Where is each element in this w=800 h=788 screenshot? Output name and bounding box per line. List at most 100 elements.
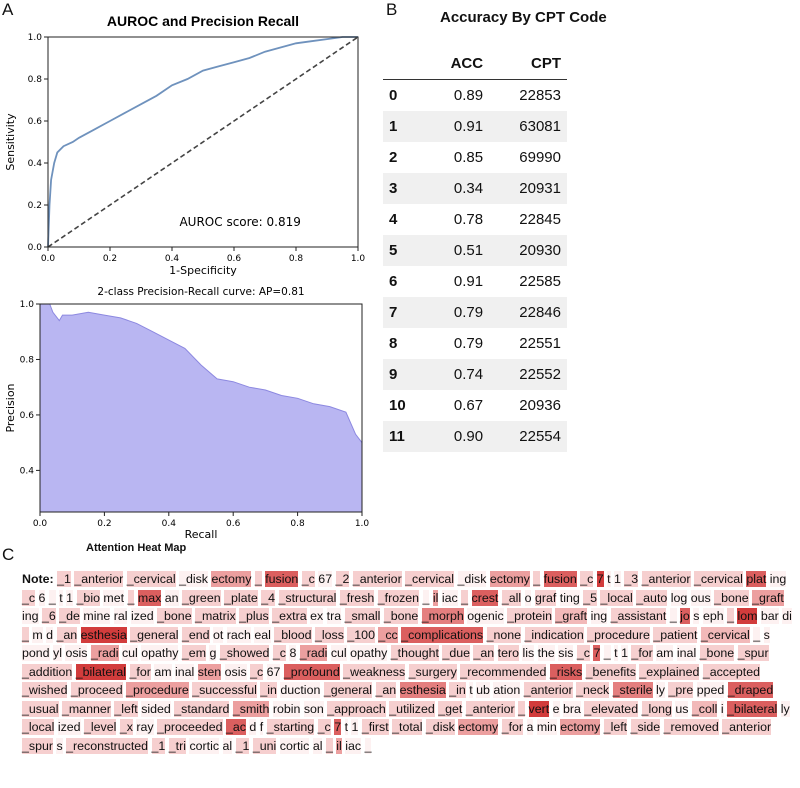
- heatmap-label: Note:: [22, 572, 58, 586]
- heatmap-token: lis: [522, 645, 535, 661]
- heatmap-token: pond: [22, 645, 50, 661]
- chance-line: [47, 36, 359, 248]
- heatmap-token: tero: [497, 645, 519, 661]
- heatmap-token: 8: [289, 645, 297, 661]
- heatmap-token: t: [614, 645, 618, 661]
- table-cell: 0.85: [453, 149, 484, 166]
- heatmap-token: osis: [65, 645, 88, 661]
- heatmap-token: _: [533, 571, 541, 587]
- table-row: 3 0.34 20931: [383, 173, 567, 204]
- x-tick-label: 0.8: [289, 254, 304, 264]
- roc-curve: [47, 36, 358, 248]
- heatmap-token: robin: [272, 700, 301, 717]
- heatmap-token: s: [56, 737, 63, 754]
- heatmap-token: _neck: [576, 682, 610, 698]
- heatmap-token: _bilateral: [75, 663, 127, 680]
- table-cell: 7: [383, 297, 425, 328]
- heatmap-token: _spur: [737, 645, 769, 661]
- x-tick-label: 0.2: [103, 254, 117, 264]
- heatmap-token: _explained: [639, 663, 700, 680]
- heatmap-token: _bone: [383, 608, 419, 624]
- heatmap-token: _an: [56, 626, 78, 643]
- heatmap-token: 7: [593, 645, 601, 661]
- heatmap-token: _6: [42, 608, 56, 624]
- heatmap-token: _side: [630, 719, 661, 735]
- heatmap-token: crest: [471, 589, 499, 606]
- table-body: 0 0.89 22853 1 0.91 63081 2 0.85 69990 3 0.34 20931…: [383, 80, 567, 452]
- table-cell: 3: [383, 173, 425, 204]
- heatmap-token: _anterior: [641, 571, 691, 587]
- heatmap-token: _get: [438, 700, 463, 717]
- heatmap-token: _: [48, 589, 56, 606]
- table-cell: 4: [389, 211, 398, 228]
- x-axis-label: 1-Specificity: [169, 264, 237, 277]
- column-header: ACC: [424, 47, 490, 80]
- heatmap-token: inal: [174, 663, 195, 680]
- heatmap-token: t: [607, 571, 611, 587]
- heatmap-token: _1: [235, 737, 250, 754]
- heatmap-token: o: [524, 589, 532, 606]
- heatmap-token: log: [670, 589, 688, 606]
- heatmap-token: _weakness: [343, 663, 406, 680]
- heatmap-token: bra: [562, 700, 581, 717]
- heatmap-token: _: [727, 608, 734, 624]
- y-tick-label: 0.0: [28, 243, 43, 253]
- heatmap-token: _left: [114, 700, 138, 717]
- table-title: Accuracy By CPT Code: [440, 9, 607, 26]
- table-cell: 0.79: [453, 335, 484, 352]
- heatmap-token: _green: [182, 589, 221, 606]
- heatmap-token: am: [154, 663, 172, 680]
- heatmap-token: _radi: [299, 645, 328, 661]
- heatmap-token: d: [46, 626, 54, 643]
- heatmap-token: di: [782, 608, 792, 624]
- heatmap-token: _graft: [752, 589, 784, 606]
- accuracy-table: ACC CPT 0 0.89 22853 1 0.91 63081 2 0.85 69990 3 0.…: [383, 47, 567, 452]
- x-tick-label: 0.0: [41, 254, 56, 264]
- heatmap-token: a: [526, 719, 534, 735]
- heatmap-token: _sterile: [612, 682, 653, 698]
- table-cell: 10: [389, 397, 406, 414]
- heatmap-token: ral: [113, 608, 128, 624]
- x-tick-label: 0.8: [290, 519, 305, 529]
- heatmap-token: _profound: [283, 663, 340, 680]
- heatmap-token: fusion: [543, 571, 577, 587]
- heatmap-token: fusion: [265, 571, 299, 587]
- heatmap-token: son: [303, 700, 324, 717]
- heatmap-token: _2: [335, 571, 350, 587]
- heatmap-token: _pre: [668, 682, 694, 698]
- heatmap-token: m: [32, 626, 43, 643]
- heatmap-token: ectomy: [211, 571, 252, 587]
- table-cell: 1: [383, 111, 425, 142]
- heatmap-token: f: [259, 719, 264, 735]
- heatmap-token: _usual: [22, 700, 59, 717]
- auroc-annotation: AUROC score: 0.819: [179, 215, 300, 229]
- heatmap-token: _local: [600, 589, 633, 606]
- table-cell: 69990: [519, 149, 561, 166]
- heatmap-token: _recommended: [460, 663, 547, 680]
- heatmap-token: _benefits: [585, 663, 636, 680]
- heatmap-token: _plate: [224, 589, 258, 606]
- heatmap-token: _an: [473, 645, 495, 661]
- heatmap-token: ectomy: [560, 719, 601, 735]
- heatmap-token: ized: [57, 719, 81, 735]
- heatmap-token: _patient: [653, 626, 698, 643]
- heatmap-token: iac: [441, 589, 458, 606]
- heatmap-token: _ac: [225, 719, 246, 735]
- heatmap-token: _bone: [714, 589, 749, 606]
- heatmap-token: _cervical: [405, 571, 455, 587]
- table-cell: 22551: [519, 335, 561, 352]
- table-cell: 0.34: [424, 173, 490, 204]
- heatmap-token: _small: [344, 608, 381, 624]
- heatmap-token: _: [461, 589, 469, 606]
- heatmap-token: _disk: [425, 719, 455, 735]
- heatmap-token: 1: [614, 571, 621, 587]
- heatmap-token: _: [22, 626, 29, 643]
- heatmap-token: _cervical: [693, 571, 743, 587]
- heatmap-token: _indication: [524, 626, 584, 643]
- heatmap-token: _smith: [232, 700, 270, 717]
- y-tick-label: 0.6: [28, 117, 43, 127]
- table-cell: 0.89: [453, 87, 484, 104]
- table-header-row: ACC CPT: [383, 47, 567, 80]
- heatmap-token: _cervical: [700, 626, 750, 643]
- heatmap-token: _: [127, 589, 135, 606]
